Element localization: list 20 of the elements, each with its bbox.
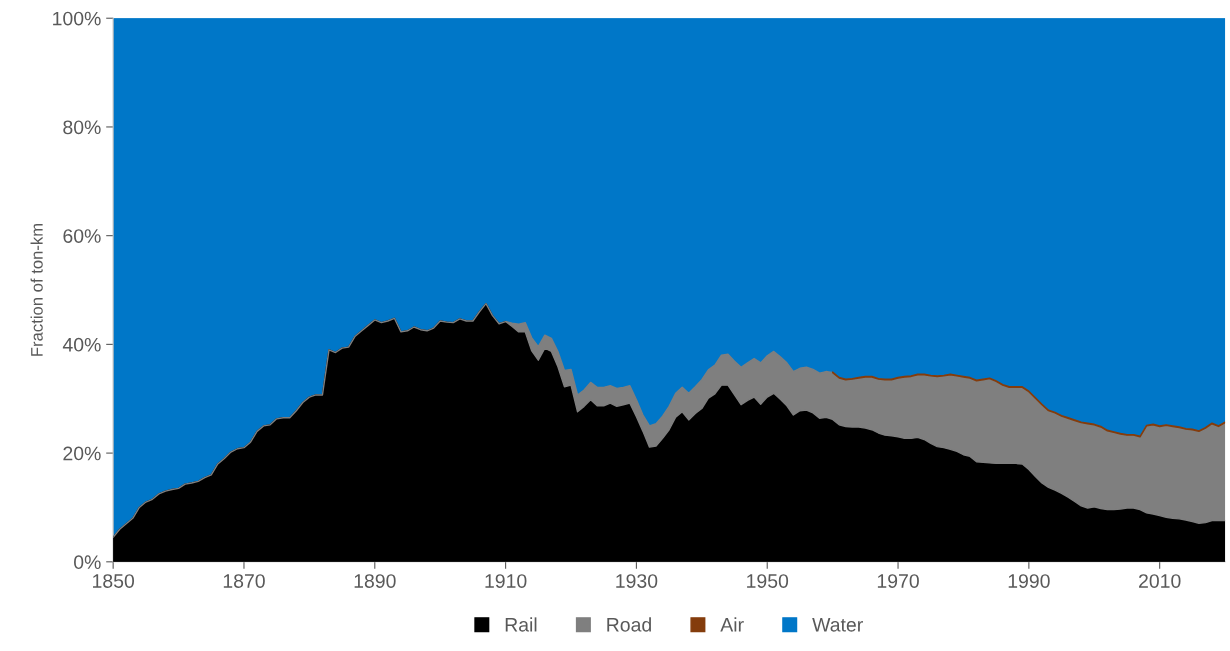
y-tick-label: 20% [63,446,101,461]
y-tick-label: 80% [63,120,101,135]
legend-label: Road [607,617,651,632]
x-tick-label: 1950 [747,574,789,588]
x-tick-label: 1890 [354,574,396,588]
x-tick-label: 1910 [485,574,527,588]
y-tick-label: 60% [63,229,101,243]
legend-label: Air [720,617,744,632]
x-tick-label: 1990 [1008,574,1050,588]
legend-label: Rail [505,617,537,632]
legend-label: Water [812,618,863,632]
x-tick-label: 1930 [616,574,658,588]
y-tick-label: 40% [62,337,101,352]
y-tick-label: 100% [53,11,101,26]
x-tick-label: 1850 [93,574,135,588]
y-tick-label: 0% [74,555,101,570]
y-axis-title: Fraction of ton-km [30,223,43,356]
x-tick-label: 1870 [223,574,265,588]
x-tick-label: 2010 [1139,574,1181,588]
x-tick-label: 1970 [877,574,919,588]
